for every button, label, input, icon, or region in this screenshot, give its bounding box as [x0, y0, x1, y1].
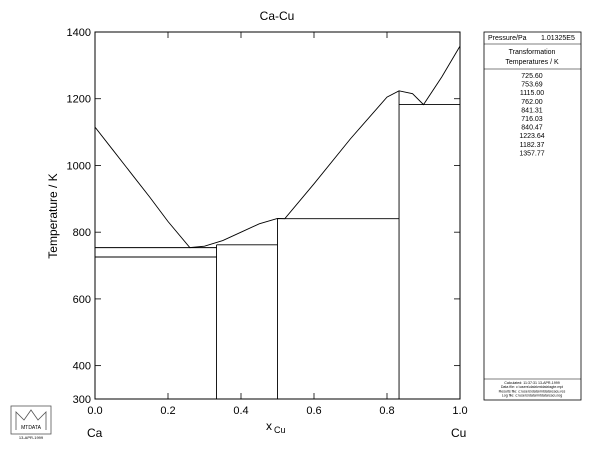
transformation-temperature: 1115.00	[520, 90, 544, 97]
transformation-temperature: 753.69	[521, 82, 543, 89]
logo-date: 13-APR-1999	[19, 435, 44, 440]
x-tick-label: 0.2	[160, 405, 175, 417]
x-tick-label: 0.6	[306, 405, 321, 417]
logo-box	[10, 405, 52, 435]
y-tick-label: 1200	[67, 94, 91, 106]
logo: MTDATA 13-APR-1999	[10, 405, 52, 440]
y-tick-label: 800	[73, 227, 91, 239]
transformation-temperature: 762.00	[521, 99, 543, 106]
transformation-temperature: 716.03	[521, 116, 543, 123]
transformation-temperature: 725.60	[521, 73, 543, 80]
panel-footer: Results file: c:\users\data\mtdata\cacu.…	[499, 389, 566, 393]
transformation-temperature: 840.47	[521, 125, 543, 132]
panel-footer: Data file: c:\users\data\mtdata\sgte.mpi	[501, 385, 564, 389]
panel-footer: Calculated: 11:37:31 13-APR-1999	[504, 381, 559, 385]
panel-heading: Transformation	[509, 49, 556, 56]
pressure-value: 1.01325E5	[541, 35, 575, 42]
side-panel: Pressure/Pa 1.01325E5 Transformation Tem…	[483, 31, 582, 401]
logo-mark	[15, 409, 47, 430]
y-tick-label: 400	[73, 361, 91, 373]
x-tick-label: 1.0	[452, 405, 467, 417]
x-axis-label: x	[266, 419, 272, 433]
x-tick-label: 0.0	[87, 405, 102, 417]
x-axis-label-sub: Cu	[274, 425, 286, 435]
phase-boundary	[94, 45, 461, 249]
chart-title: Ca-Cu	[260, 9, 295, 23]
panel-footer: Log file: c:\users\data\mtdata\cacu.log	[502, 394, 563, 398]
y-tick-label: 1000	[67, 160, 91, 172]
pressure-label: Pressure/Pa	[488, 35, 527, 42]
transformation-temperature: 1182.37	[520, 142, 545, 149]
logo-name: MTDATA	[21, 425, 41, 431]
y-tick-label: 600	[73, 294, 91, 306]
y-tick-label: 300	[73, 394, 91, 406]
transformation-temperature: 1223.64	[519, 133, 544, 140]
right-element: Cu	[451, 426, 466, 440]
transformation-temperature: 1357.77	[519, 150, 544, 157]
y-axis-label: Temperature / K	[46, 173, 60, 258]
panel-frame	[483, 31, 582, 401]
x-tick-label: 0.8	[379, 405, 394, 417]
y-tick-label: 1400	[67, 27, 91, 39]
x-tick-label: 0.4	[233, 405, 248, 417]
panel-heading: Temperatures / K	[505, 59, 559, 66]
left-element: Ca	[87, 426, 103, 440]
transformation-temperature: 841.31	[521, 107, 543, 114]
